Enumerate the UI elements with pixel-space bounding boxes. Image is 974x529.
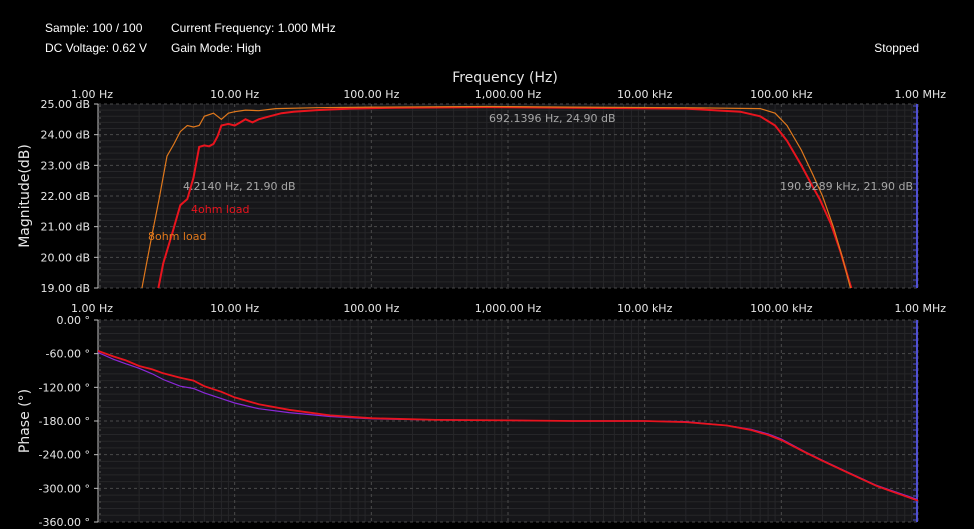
phase-chart: 1.00 Hz 10.00 Hz 100.00 Hz 1,000.00 Hz 10.00… <box>17 302 946 529</box>
y-tick-label: 0.00 ° <box>57 314 91 327</box>
current-frequency: Current Frequency: 1.000 MHz <box>171 21 336 35</box>
x-tick-label: 1.00 Hz <box>71 88 113 101</box>
series-line <box>98 350 918 502</box>
y-tick-label: 24.00 dB <box>40 129 90 142</box>
y-axis-title: Phase (°) <box>17 389 33 453</box>
series-line <box>141 105 851 288</box>
y-tick-label: 22.00 dB <box>40 190 90 203</box>
x-tick-label: 10.00 kHz <box>617 302 673 315</box>
x-tick-label: 10.00 Hz <box>210 302 259 315</box>
x-tick-label: 1,000.00 Hz <box>475 88 542 101</box>
chart-title: Frequency (Hz) <box>452 70 558 86</box>
cursor-annotation: 692.1396 Hz, 24.90 dB <box>489 112 616 125</box>
x-tick-label: 100.00 kHz <box>750 88 813 101</box>
x-tick-label: 1.00 Hz <box>71 302 113 315</box>
y-tick-label: 19.00 dB <box>40 282 90 295</box>
y-tick-label: 23.00 dB <box>40 159 90 172</box>
y-tick-label: -60.00 ° <box>46 348 90 361</box>
y-tick-label: -360.00 ° <box>39 516 90 529</box>
y-axis-title: Magnitude(dB) <box>17 144 33 248</box>
run-status: Stopped <box>874 41 919 55</box>
gain-mode: Gain Mode: High <box>171 41 262 55</box>
sample-counter: Sample: 100 / 100 <box>45 21 143 35</box>
series-line <box>157 106 853 288</box>
y-tick-label: -180.00 ° <box>39 415 90 428</box>
x-tick-label: 10.00 Hz <box>210 88 259 101</box>
magnitude-chart: Frequency (Hz) 1.00 Hz 10.00 Hz 100.00 Hz 1,… <box>17 70 946 295</box>
y-tick-label: 21.00 dB <box>40 221 90 234</box>
cursor-annotation: 190.9289 kHz, 21.90 dB <box>780 180 913 193</box>
series-label-4ohm: 4ohm load <box>191 203 249 216</box>
y-tick-label: -120.00 ° <box>39 381 90 394</box>
x-tick-label: 100.00 kHz <box>750 302 813 315</box>
x-tick-label: 10.00 kHz <box>617 88 673 101</box>
cursor-annotation: 4.2140 Hz, 21.90 dB <box>183 180 296 193</box>
x-tick-label: 100.00 Hz <box>343 302 399 315</box>
y-tick-label: -300.00 ° <box>39 482 90 495</box>
y-tick-label: 25.00 dB <box>40 98 90 111</box>
x-tick-label: 100.00 Hz <box>343 88 399 101</box>
x-tick-label: 1,000.00 Hz <box>475 302 542 315</box>
y-tick-label: -240.00 ° <box>39 449 90 462</box>
series-label-8ohm: 8ohm load <box>148 230 206 243</box>
dc-voltage: DC Voltage: 0.62 V <box>45 41 148 55</box>
x-tick-label: 1.00 MHz <box>894 302 946 315</box>
x-tick-label: 1.00 MHz <box>894 88 946 101</box>
y-tick-label: 20.00 dB <box>40 251 90 264</box>
